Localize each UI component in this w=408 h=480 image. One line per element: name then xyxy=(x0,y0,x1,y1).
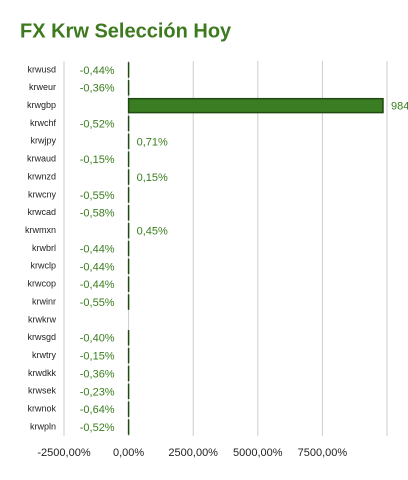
value-label: -0,64% xyxy=(80,404,115,416)
y-tick-label: krwdkk xyxy=(28,368,57,378)
value-label: -0,15% xyxy=(80,154,115,166)
value-label: -0,44% xyxy=(80,279,115,291)
value-label: 0,45% xyxy=(137,226,168,238)
x-tick-label: 0,00% xyxy=(113,447,144,459)
y-tick-label: krwjpy xyxy=(30,136,56,146)
y-tick-label: krwmxn xyxy=(25,225,56,235)
value-label: -0,52% xyxy=(80,118,115,130)
value-label: -0,52% xyxy=(80,422,115,434)
value-label: -0,36% xyxy=(80,83,115,95)
y-tick-label: krwbrl xyxy=(32,243,56,253)
value-label: -0,55% xyxy=(80,190,115,202)
y-tick-label: krwcny xyxy=(28,189,57,199)
y-tick-label: krwclp xyxy=(30,261,56,271)
y-tick-label: krwtry xyxy=(32,350,56,360)
y-tick-label: krwusd xyxy=(27,64,56,74)
value-label: -0,58% xyxy=(80,208,115,220)
value-label: -0,23% xyxy=(80,386,115,398)
y-tick-label: krwcad xyxy=(27,207,56,217)
y-tick-label: krwchf xyxy=(30,118,57,128)
value-label: -0,44% xyxy=(80,243,115,255)
value-label: -0,15% xyxy=(80,351,115,363)
chart-title: FX Krw Selección Hoy xyxy=(20,20,232,42)
value-label: -0,36% xyxy=(80,368,115,380)
y-tick-label: krwnok xyxy=(27,404,56,414)
bar xyxy=(127,97,384,114)
y-tick-label: krwinr xyxy=(32,296,56,306)
y-tick-label: krwsek xyxy=(28,386,57,396)
y-tick-label: krwsgd xyxy=(27,332,56,342)
y-tick-label: krwcop xyxy=(27,279,56,289)
value-label: 0,15% xyxy=(137,172,168,184)
y-tick-label: krwaud xyxy=(27,154,56,164)
y-tick-label: krwgbp xyxy=(27,100,56,110)
y-tick-label: krwkrw xyxy=(28,314,56,324)
value-label: -0,55% xyxy=(80,297,115,309)
value-label: -0,44% xyxy=(80,65,115,77)
x-tick-label: 2500,00% xyxy=(168,447,218,459)
y-tick-label: krwpln xyxy=(30,421,56,431)
x-tick-label: 5000,00% xyxy=(233,447,283,459)
value-label: 9845,00% xyxy=(391,101,408,113)
value-label: -0,40% xyxy=(80,333,115,345)
value-label: 0,71% xyxy=(137,136,168,148)
y-tick-label: krweur xyxy=(29,82,56,92)
y-tick-label: krwnzd xyxy=(27,171,56,181)
value-label: -0,44% xyxy=(80,261,115,273)
x-tick-label: -2500,00% xyxy=(37,447,90,459)
x-tick-label: 7500,00% xyxy=(298,447,348,459)
